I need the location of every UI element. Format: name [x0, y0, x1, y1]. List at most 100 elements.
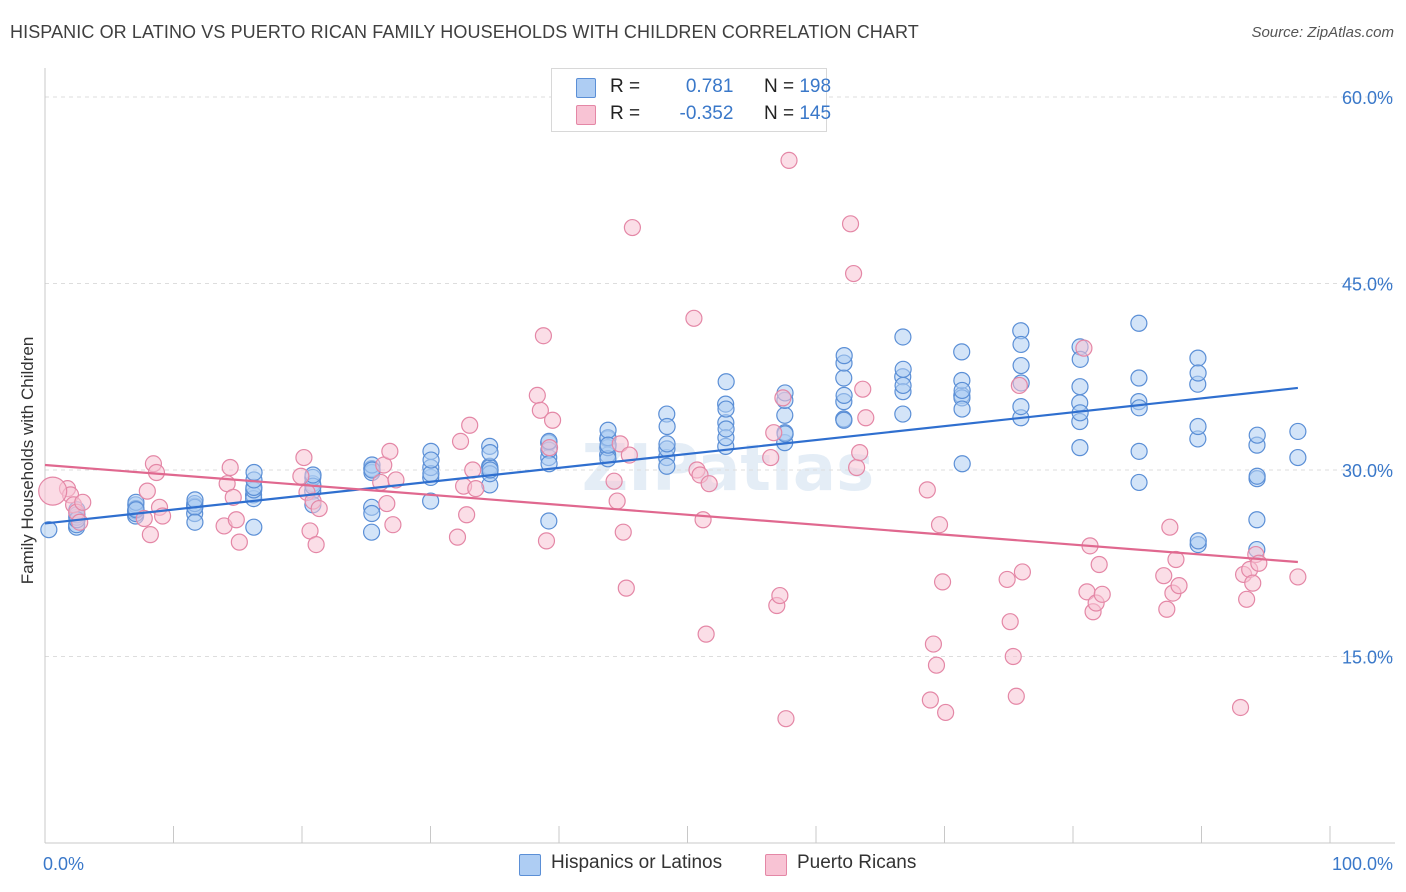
hispanic-point — [835, 386, 853, 404]
hispanic-point — [658, 417, 676, 436]
puerto-rican-point — [224, 488, 242, 506]
y-tick-label: 15.0% — [1342, 648, 1393, 668]
hispanic-point — [717, 400, 735, 418]
puerto-rican-point — [844, 264, 863, 283]
puerto-rican-point — [1238, 590, 1256, 608]
legend-r-label: R = — [610, 76, 641, 97]
puerto-rican-point — [611, 435, 629, 453]
y-tick-label: 60.0% — [1342, 88, 1393, 108]
puerto-rican-point — [694, 511, 712, 529]
puerto-rican-point — [310, 499, 328, 518]
hispanic-point — [658, 435, 676, 453]
puerto-rican-point — [71, 513, 89, 531]
hispanic-point — [186, 491, 204, 509]
puerto-rican-point — [141, 526, 159, 544]
puerto-rican-point — [685, 309, 703, 327]
hispanic-point — [1189, 349, 1207, 367]
hispanic-point — [1248, 426, 1266, 444]
puerto-rican-point — [933, 573, 952, 591]
hispanic-point — [1189, 532, 1207, 550]
puerto-rican-point — [1010, 376, 1028, 395]
puerto-rican-point — [295, 448, 313, 467]
puerto-rican-point — [1090, 555, 1108, 574]
hispanic-point — [776, 406, 794, 424]
puerto-rican-point — [461, 416, 479, 434]
hispanic-point — [363, 504, 381, 523]
puerto-rican-point — [762, 448, 780, 467]
puerto-rican-point — [227, 511, 245, 529]
hispanic-point — [422, 451, 440, 469]
puerto-rican-point — [918, 481, 936, 499]
hispanic-point — [1130, 473, 1148, 492]
hispanic-point — [1071, 439, 1089, 457]
puerto-rican-point — [617, 579, 635, 597]
y-tick-label: 45.0% — [1342, 275, 1393, 295]
puerto-rican-point — [697, 625, 715, 643]
bottom-legend-swatch-pink — [765, 854, 787, 876]
puerto-rican-point — [1001, 613, 1019, 631]
puerto-rican-point — [930, 516, 949, 534]
puerto-rican-point — [1161, 518, 1179, 536]
puerto-rican-point — [1004, 647, 1022, 666]
hispanic-point — [422, 492, 440, 510]
puerto-rican-point — [458, 506, 476, 524]
hispanic-point — [1012, 397, 1030, 416]
legend-n-value: 145 — [799, 103, 832, 124]
puerto-rican-point — [467, 480, 485, 498]
hispanic-point — [1012, 335, 1030, 354]
hispanic-point — [1189, 417, 1207, 436]
hispanic-point — [953, 400, 971, 418]
source-label: Source: ZipAtlas.com — [1251, 24, 1394, 41]
puerto-rican-point — [307, 535, 325, 554]
hispanic-point — [599, 421, 617, 439]
puerto-rican-point — [1155, 567, 1173, 585]
puerto-rican-point — [921, 691, 939, 709]
hispanic-point — [1130, 399, 1148, 417]
hispanic-point — [1248, 467, 1266, 485]
y-axis-label: Family Households with Children — [18, 337, 37, 585]
puerto-rican-point — [531, 401, 549, 419]
hispanic-point — [953, 343, 971, 361]
hispanic-point — [894, 376, 912, 395]
puerto-rican-point — [605, 472, 623, 490]
puerto-rican-point — [135, 509, 153, 528]
puerto-rican-point — [221, 458, 239, 477]
bottom-legend-swatch-blue — [519, 854, 541, 876]
puerto-rican-point — [1013, 563, 1032, 581]
puerto-rican-point — [774, 389, 792, 407]
x-tick-label: 0.0% — [43, 854, 84, 874]
puerto-rican-point — [848, 458, 866, 477]
puerto-rican-point — [378, 494, 396, 513]
puerto-rican-point — [1289, 568, 1307, 586]
puerto-rican-point — [780, 151, 798, 170]
puerto-rican-point — [74, 493, 92, 511]
puerto-rican-point — [851, 443, 869, 462]
hispanic-point — [1248, 511, 1266, 529]
puerto-rican-point — [1170, 577, 1188, 595]
puerto-rican-point — [540, 439, 559, 457]
bottom-legend-label: Hispanics or Latinos — [551, 852, 723, 873]
hispanic-point — [40, 521, 58, 539]
puerto-rican-point — [537, 532, 556, 550]
puerto-rican-point — [924, 635, 943, 653]
puerto-rican-point — [937, 703, 955, 722]
hispanic-point — [1130, 369, 1148, 387]
puerto-rican-point — [1075, 339, 1093, 357]
hispanic-point — [717, 373, 735, 391]
hispanic-point — [245, 518, 263, 536]
hispanic-point — [894, 405, 912, 423]
hispanic-point — [658, 457, 676, 475]
puerto-rican-point — [1093, 585, 1111, 603]
hispanic-point — [540, 512, 558, 530]
legend-n-label: N = — [763, 103, 795, 124]
puerto-rican-point — [700, 475, 718, 493]
puerto-rican-point — [1231, 698, 1250, 717]
correlation-legend: R = 0.781 N = 198 R = -0.352 N = 145 — [551, 68, 831, 132]
puerto-rican-point — [381, 442, 399, 460]
puerto-rican-point — [1007, 687, 1025, 705]
puerto-rican-point — [854, 380, 872, 398]
hispanic-point — [953, 455, 971, 473]
puerto-rican-point — [623, 218, 642, 237]
hispanic-point — [1012, 356, 1030, 375]
legend-r-value: -0.352 — [679, 103, 734, 124]
